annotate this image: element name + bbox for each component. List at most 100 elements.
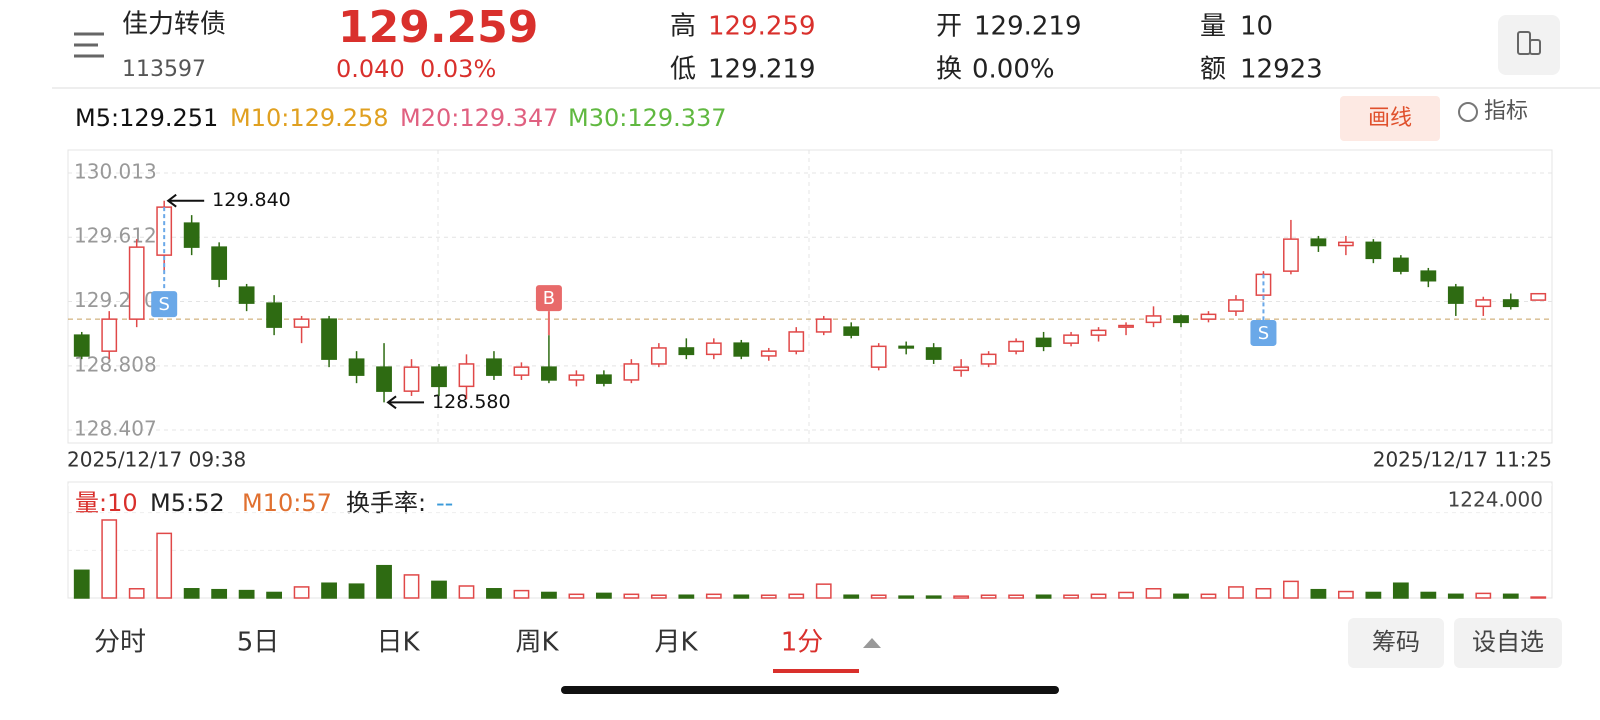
candle-body (1475, 299, 1492, 308)
volume-bar (1447, 593, 1464, 599)
volume-bar (128, 588, 145, 599)
candle-body (1173, 315, 1189, 324)
candle-body (1008, 340, 1025, 352)
candle-body (1145, 315, 1162, 324)
tab-dropdown[interactable] (863, 638, 881, 648)
change-pct: 0.03% (420, 55, 496, 83)
candle-body (733, 342, 750, 357)
candle-body (293, 318, 310, 328)
stock-code: 113597 (122, 57, 206, 82)
signal-badge (151, 291, 178, 318)
volume-bar (1145, 588, 1162, 599)
volume-bar (1475, 592, 1492, 599)
candle-body (815, 318, 832, 333)
y-tick-label: 130.013 (74, 160, 157, 184)
candle-body (128, 246, 145, 320)
vol-max-label: 1224.000 (1448, 488, 1543, 512)
button-bg[interactable] (1454, 618, 1562, 668)
volume-bar (953, 595, 970, 599)
signal-label: B (543, 288, 555, 309)
volume-bar (1502, 593, 1519, 599)
candle-body (1310, 238, 1327, 247)
candle-body (1283, 238, 1299, 272)
candle-body (431, 366, 447, 388)
volume-bar (486, 588, 502, 599)
ma-label: M30:129.337 (568, 104, 727, 132)
candle-body (870, 345, 887, 368)
volume-bar (238, 589, 255, 599)
candle-body (898, 345, 915, 349)
candle-body (1337, 241, 1354, 247)
draw-button[interactable] (1340, 96, 1440, 141)
volume-bar (815, 583, 832, 599)
price: 129.259 (338, 2, 538, 53)
volume-bar (1392, 582, 1409, 599)
y-tick-label: 129.612 (74, 224, 157, 248)
volume-bar (1118, 591, 1134, 599)
menu-icon[interactable] (74, 32, 104, 58)
volume-bar (898, 595, 915, 599)
ma-label: M5:129.251 (75, 104, 218, 132)
candle-body (348, 358, 365, 376)
volume-bar (156, 532, 173, 599)
volume-bar (266, 591, 283, 599)
tab-active[interactable]: 1分 (781, 628, 824, 658)
tab[interactable]: 月K (654, 628, 698, 658)
signal-badge (535, 285, 562, 312)
stat-value: 0.00% (972, 55, 1055, 85)
volume-bar (211, 588, 228, 599)
stat-value: 129.219 (974, 12, 1082, 42)
stat-label: 额 (1200, 55, 1226, 85)
volume-bar (678, 594, 695, 599)
candle-body (1447, 286, 1464, 304)
stat-value: 129.219 (708, 55, 816, 85)
candle-body (595, 374, 612, 384)
volume-bar (1310, 588, 1327, 599)
candle-body (486, 358, 502, 376)
stat-value: 12923 (1240, 55, 1323, 85)
candle-body (980, 353, 997, 365)
tab[interactable]: 日K (376, 628, 420, 658)
candle-body (403, 366, 420, 392)
extreme-arrow (166, 193, 205, 208)
candle-body (760, 350, 777, 357)
tab[interactable]: 分时 (94, 628, 146, 658)
x-start-label: 2025/12/17 09:38 (67, 448, 246, 472)
candle-body (1530, 292, 1547, 301)
tab[interactable]: 5日 (237, 628, 280, 658)
button[interactable]: 设自选 (1472, 628, 1544, 656)
volume-bar (1228, 586, 1244, 599)
change: 0.040 (336, 55, 405, 83)
indicator-icon[interactable] (1458, 102, 1478, 122)
volume-bar (1090, 593, 1107, 599)
volume-bar (568, 593, 585, 599)
button[interactable]: 筹码 (1372, 628, 1420, 656)
volume-bar (870, 594, 887, 599)
button-bg[interactable] (1348, 618, 1444, 668)
volume-bar (1365, 591, 1382, 599)
volume-bar (321, 582, 337, 599)
stat-label: 开 (936, 12, 962, 42)
volume-bar (293, 586, 310, 599)
volume-bar (1283, 580, 1299, 599)
ma-label: M20:129.347 (400, 104, 559, 132)
volume-bar (623, 593, 640, 599)
candle-body (183, 222, 200, 248)
candle-body (513, 366, 530, 376)
volume-bar (733, 594, 750, 599)
candle-body (1118, 324, 1134, 328)
candle-body (650, 347, 667, 365)
volume-bar (760, 594, 777, 599)
tab[interactable]: 周K (515, 628, 559, 658)
candle-body (321, 318, 337, 360)
candle-body (1090, 329, 1107, 336)
orientation-button[interactable] (1498, 15, 1560, 75)
candle-body (678, 347, 695, 356)
tab-underline (773, 669, 859, 673)
candle-body (1200, 313, 1217, 320)
draw-button-label[interactable]: 画线 (1368, 106, 1412, 131)
volume-bar (843, 594, 860, 599)
indicator-button[interactable]: 指标 (1484, 99, 1528, 124)
stock-name: 佳力转债 (122, 10, 226, 40)
